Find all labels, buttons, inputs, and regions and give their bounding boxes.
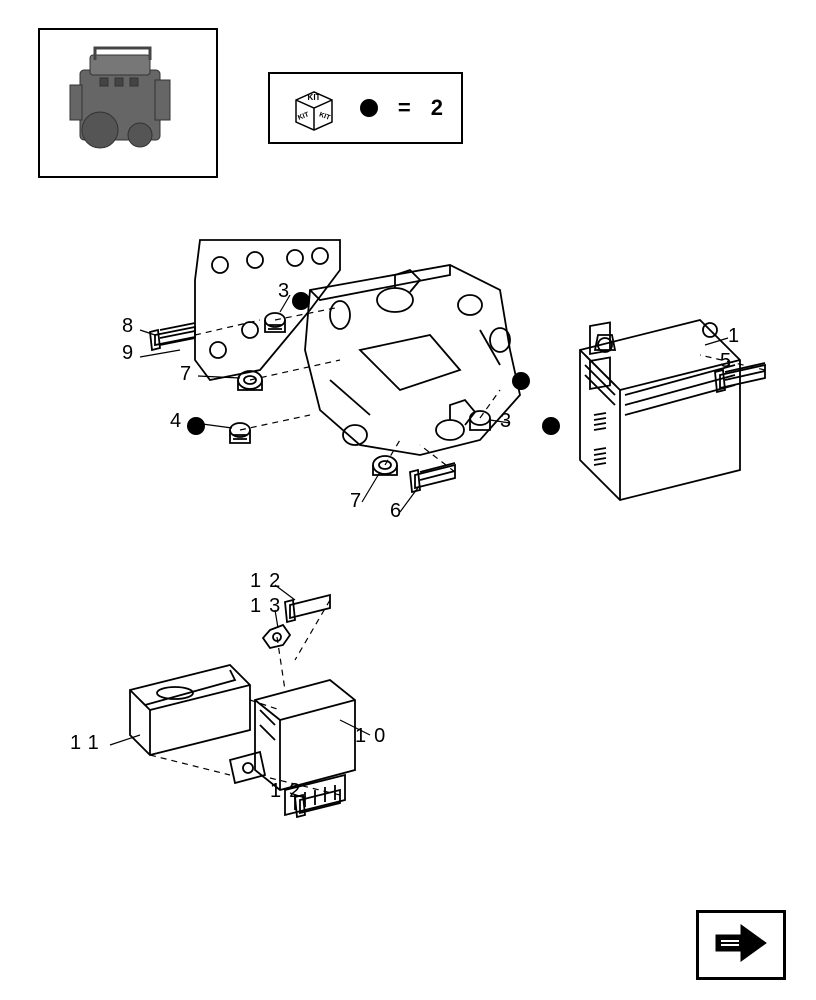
kit-dot-marker [187,417,205,435]
callout-12a: 12 [250,570,288,593]
kit-dot-marker [542,417,560,435]
callout-5: 5 [720,350,739,373]
callout-3b: 3 [500,410,519,433]
plug-3-right [470,411,490,430]
grommet-7-left [238,371,262,390]
kit-dot-marker [512,372,530,390]
grommet-7-bottom [373,456,397,475]
ecu-module [580,320,740,500]
callout-10: 10 [355,725,393,748]
relay-cover [130,665,250,755]
arrow-right-icon [711,923,771,968]
bracket-plate [195,240,340,380]
callout-7b: 7 [350,490,369,513]
callout-7a: 7 [180,363,199,386]
bolt-8 [150,323,195,350]
callout-12b: 12 [270,780,308,803]
plug-4 [230,423,250,443]
callout-6: 6 [390,500,409,523]
bolt-12-top [285,595,330,622]
bolt-6 [410,463,455,492]
callout-11: 11 [70,732,107,755]
callout-13: 13 [250,595,288,618]
callout-3a: 3 [278,280,297,303]
callout-8: 8 [122,315,141,338]
callout-4: 4 [170,410,189,433]
plug-3-top [265,313,285,332]
next-page-button[interactable] [696,910,786,980]
callout-9: 9 [122,342,141,365]
callout-1: 1 [728,325,747,348]
nut-13 [263,625,290,648]
